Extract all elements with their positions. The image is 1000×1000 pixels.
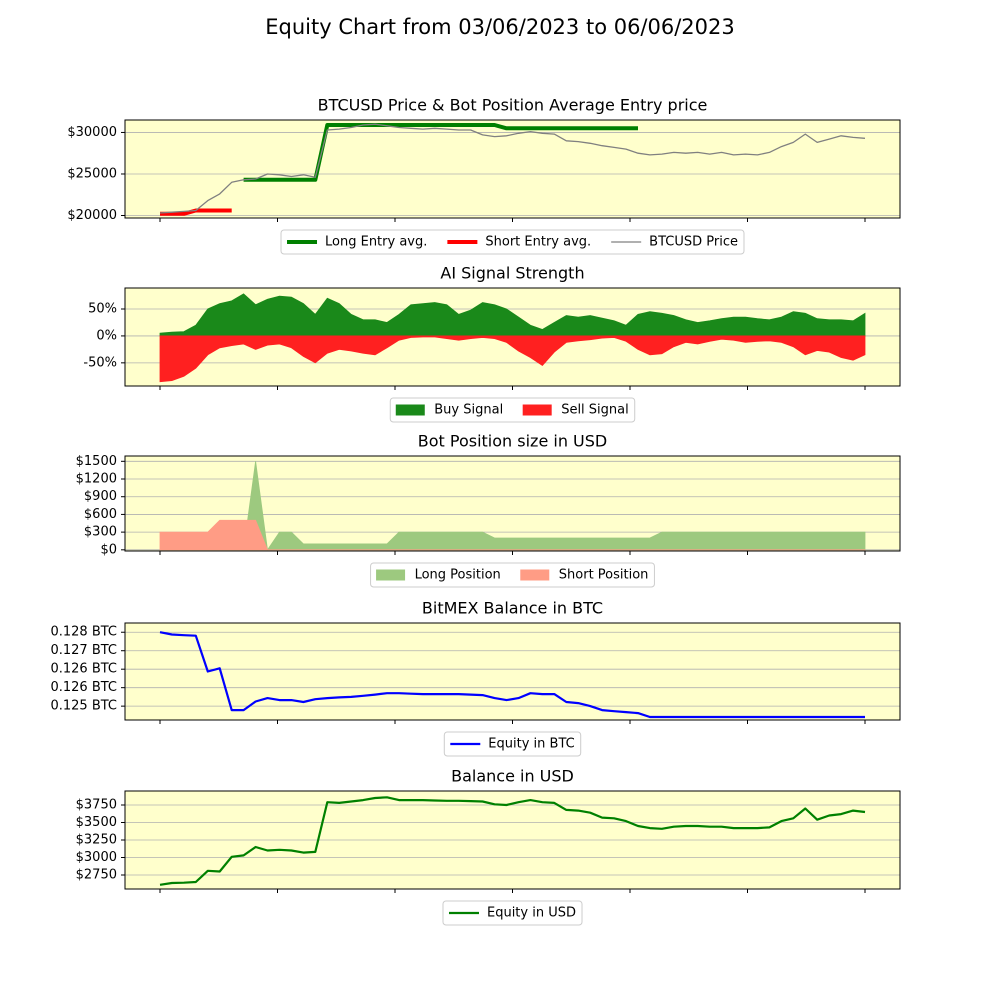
series-line — [159, 631, 865, 719]
series-area — [159, 335, 866, 383]
series-area — [159, 461, 866, 551]
legend: Long Entry avg. Short Entry avg. BTCUSD Pr… — [280, 229, 745, 255]
y-tick-label: 50% — [88, 302, 117, 317]
y-tick-label: $3750 — [76, 798, 117, 813]
y-tick-label: $20000 — [67, 208, 117, 223]
legend-handle — [522, 404, 552, 416]
legend-label: Long Position — [415, 568, 501, 583]
y-tick-label: $3500 — [76, 815, 117, 830]
y-tick-label: $600 — [84, 507, 117, 522]
y-tick-label: $1500 — [76, 454, 117, 469]
legend-handle — [376, 569, 406, 581]
y-tick-label: $3000 — [76, 850, 117, 865]
legend-box — [370, 562, 655, 588]
subplot-title: AI Signal Strength — [440, 264, 584, 283]
y-tick-label: 0.126 BTC — [50, 662, 117, 677]
legend-label: Short Entry avg. — [485, 235, 591, 250]
legend-label: Equity in BTC — [488, 737, 574, 752]
y-tick-label: 0.126 BTC — [50, 680, 117, 695]
y-tick-label: 0.125 BTC — [50, 699, 117, 714]
legend-label: Sell Signal — [561, 403, 629, 418]
legend-label: Equity in USD — [487, 906, 576, 921]
y-tick-label: $0 — [100, 542, 117, 557]
legend-label: Long Entry avg. — [325, 235, 427, 250]
legend: Buy Signal Sell Signal — [389, 397, 636, 423]
legend-label: BTCUSD Price — [649, 235, 738, 250]
y-tick-label: $1200 — [76, 472, 117, 487]
subplot-title: Balance in USD — [451, 767, 574, 786]
plot-area — [125, 120, 900, 218]
series-area — [159, 293, 866, 337]
y-tick-label: $900 — [84, 489, 117, 504]
legend-handle — [395, 404, 425, 416]
y-tick-label: $3250 — [76, 833, 117, 848]
legend: Equity in BTC — [443, 731, 582, 757]
y-tick-label: $2750 — [76, 868, 117, 883]
legend: Long Position Short Position — [370, 562, 655, 588]
legend-box — [389, 397, 636, 423]
y-tick-label: 0% — [96, 328, 117, 343]
legend-label: Short Position — [559, 568, 649, 583]
y-tick-label: 0.128 BTC — [50, 625, 117, 640]
legend-box — [442, 900, 583, 926]
series-line — [159, 796, 866, 886]
legend-box — [280, 229, 745, 255]
subplot-title: BitMEX Balance in BTC — [422, 599, 603, 618]
y-tick-label: $30000 — [67, 125, 117, 140]
subplot-title: BTCUSD Price & Bot Position Average Entr… — [318, 96, 708, 115]
legend-handle — [520, 569, 550, 581]
y-tick-label: 0.127 BTC — [50, 643, 117, 658]
legend-label: Buy Signal — [434, 403, 503, 418]
subplot-title: Bot Position size in USD — [418, 432, 607, 451]
plot-area — [125, 623, 900, 720]
series-area — [159, 519, 866, 551]
series-line — [243, 123, 638, 182]
legend: Equity in USD — [442, 900, 583, 926]
legend-box — [443, 731, 582, 757]
series-line — [159, 123, 866, 214]
y-tick-label: $25000 — [67, 166, 117, 181]
y-tick-label: -50% — [83, 355, 117, 370]
figure-title: Equity Chart from 03/06/2023 to 06/06/20… — [265, 15, 735, 39]
y-tick-label: $300 — [84, 525, 117, 540]
